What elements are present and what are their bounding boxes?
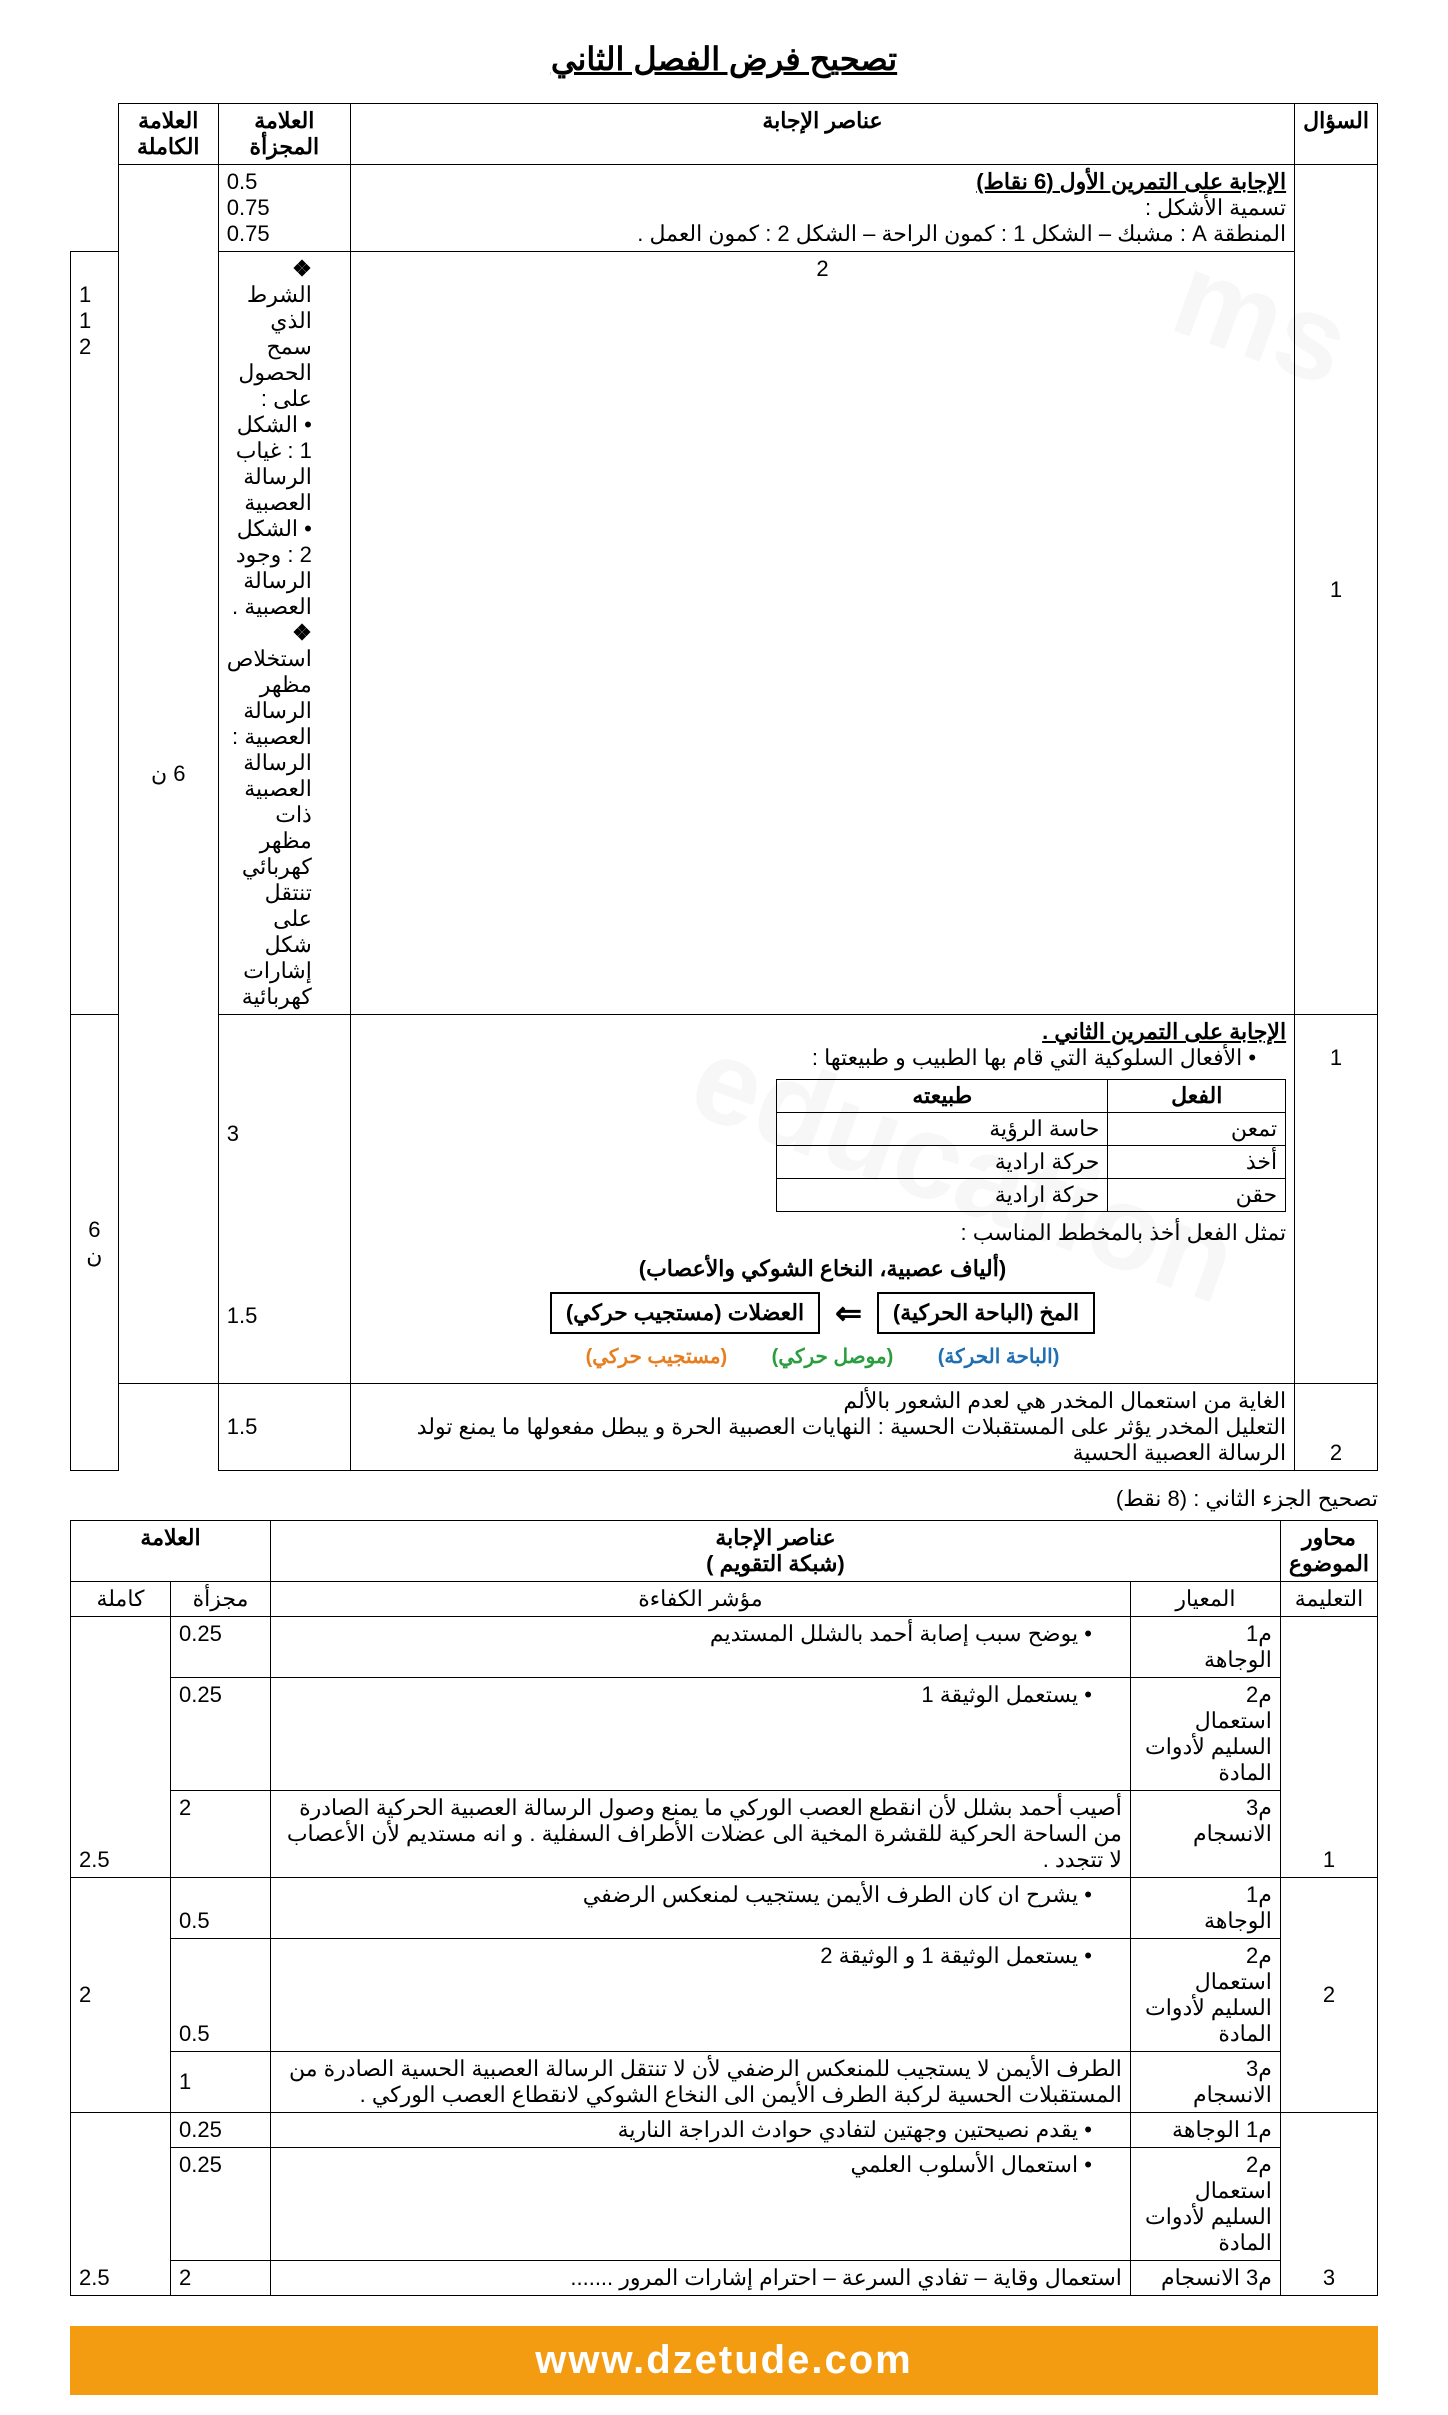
answer-text: تمثل الفعل أخذ بالمخطط المناسب : (359, 1220, 1286, 1246)
col-answers-text: عناصر الإجابة (شبكة التقويم ) (706, 1525, 845, 1576)
mark: 3 (227, 1121, 239, 1146)
sub-criteria: المعيار (1130, 1582, 1280, 1617)
mark: 2 (171, 1791, 271, 1878)
mark: 0.75 (227, 221, 270, 246)
sub-instr: التعليمة (1280, 1582, 1377, 1617)
col-axis: محاور الموضوع (1280, 1521, 1377, 1582)
full-mark: 2.5 (71, 2113, 171, 2296)
inner-table: الفعل طبيعته تمعنحاسة الرؤية أخذحركة ارا… (776, 1079, 1286, 1212)
answer-text: المنطقة A : مشبك – الشكل 1 : كمون الراحة… (637, 221, 1286, 246)
diagram-label: (موصل حركي) (772, 1346, 894, 1368)
q-number: 1 (1295, 165, 1378, 1015)
instruction-num: 2 (1280, 1878, 1377, 2113)
th: الفعل (1108, 1080, 1286, 1113)
criteria: م3 الانسجام (1130, 2261, 1280, 2296)
mark: 0.5 (227, 169, 258, 194)
instruction-num: 3 (1280, 2113, 1377, 2296)
footer-url: www.dzetude.com (70, 2326, 1378, 2395)
criteria: م1 الوجاهة (1130, 1617, 1280, 1678)
td: حركة ارادية (777, 1179, 1108, 1212)
diagram-label: (الباحة الحركة) (938, 1346, 1060, 1368)
indicator: استعمال الأسلوب العلمي (279, 2152, 1092, 2178)
full-mark: 2 (71, 1878, 171, 2113)
mark: 1 (79, 308, 91, 333)
diagram-node: المخ (الباحة الحركية) (877, 1292, 1095, 1334)
q-number: 2 (350, 252, 1294, 1015)
indicator: يقدم نصيحتين وجهتين لتفادي حوادث الدراجة… (279, 2117, 1092, 2143)
col-question: السؤال (1295, 104, 1378, 165)
mark: 0.5 (171, 1939, 271, 2052)
criteria: م2 استعمال السليم لأدوات المادة (1130, 2148, 1280, 2261)
diagram-caption: (ألياف عصبية، النخاع الشوكي والأعصاب) (369, 1256, 1276, 1282)
section-title: الإجابة على التمرين الثاني . (1042, 1019, 1286, 1044)
indicator: يستعمل الوثيقة 1 (279, 1682, 1092, 1708)
col-answers: عناصر الإجابة (شبكة التقويم ) (271, 1521, 1281, 1582)
mark: 0.25 (171, 2113, 271, 2148)
td: حقن (1108, 1179, 1286, 1212)
indicator: يشرح ان كان الطرف الأيمن يستجيب لمنعكس ا… (279, 1882, 1092, 1908)
mark: 2 (79, 334, 91, 359)
section-title: الإجابة على التمرين الأول (6 نقاط) (976, 169, 1286, 194)
indicator: يستعمل الوثيقة 1 و الوثيقة 2 (279, 1943, 1092, 1969)
answer-text: استخلاص مظهر الرسالة العصبية : الرسالة ا… (227, 620, 312, 1010)
mark: 0.25 (171, 1678, 271, 1791)
criteria: م2 استعمال السليم لأدوات المادة (1130, 1678, 1280, 1791)
diagram: (ألياف عصبية، النخاع الشوكي والأعصاب) ال… (359, 1246, 1286, 1379)
col-mark: العلامة (71, 1521, 271, 1582)
col-full: العلامة الكاملة (118, 104, 218, 165)
col-partial: العلامة المجزأة (218, 104, 350, 165)
mark: 1 (79, 282, 91, 307)
q-number: 1 (1295, 1015, 1378, 1384)
td: حاسة الرؤية (777, 1113, 1108, 1146)
td: تمعن (1108, 1113, 1286, 1146)
indicator: استعمال وقاية – تفادي السرعة – احترام إش… (271, 2261, 1131, 2296)
answer-text: الشكل 2 : وجود الرسالة العصبية . (227, 516, 312, 620)
sub-partial: مجزأة (171, 1582, 271, 1617)
indicator: الطرف الأيمن لا يستجيب للمنعكس الرضفي لأ… (271, 2052, 1131, 2113)
answer-text: الأفعال السلوكية التي قام بها الطبيب و ط… (359, 1045, 1256, 1071)
answers-table-1: السؤال عناصر الإجابة العلامة المجزأة الع… (70, 103, 1378, 1471)
mark: 2 (171, 2261, 271, 2296)
col-answer: عناصر الإجابة (350, 104, 1294, 165)
instruction-num: 1 (1280, 1617, 1377, 1878)
full-mark: 2.5 (71, 1617, 171, 1878)
answers-table-2: محاور الموضوع عناصر الإجابة (شبكة التقوي… (70, 1520, 1378, 2296)
td: أخذ (1108, 1146, 1286, 1179)
full-mark: 6 ن (118, 165, 218, 1384)
diagram-node: العضلات (مستجيب حركي) (550, 1292, 820, 1334)
criteria: م3 الانسجام (1130, 2052, 1280, 2113)
arrow-icon: ⇐ (835, 1294, 862, 1332)
part2-title: تصحيح الجزء الثاني : (8 نقط) (70, 1486, 1378, 1512)
full-mark: 6 ن (71, 1015, 119, 1471)
criteria: م1 الوجاهة (1130, 2113, 1280, 2148)
mark: 1.5 (227, 1414, 258, 1439)
criteria: م3 الانسجام (1130, 1791, 1280, 1878)
mark: 1.5 (227, 1303, 258, 1328)
answer-text: الغاية من استعمال المخدر هي لعدم الشعور … (843, 1388, 1286, 1413)
mark: 0.25 (171, 1617, 271, 1678)
criteria: م1 الوجاهة (1130, 1878, 1280, 1939)
answer-text: تسمية الأشكل : (1145, 195, 1286, 220)
th: طبيعته (777, 1080, 1108, 1113)
page-title: تصحيح فرض الفصل الثاني (70, 40, 1378, 78)
sub-full: كاملة (71, 1582, 171, 1617)
answer-text: التعليل المخدر يؤثر على المستقبلات الحسي… (417, 1414, 1286, 1465)
td: حركة ارادية (777, 1146, 1108, 1179)
indicator: أصيب أحمد بشلل لأن انقطع العصب الوركي ما… (271, 1791, 1131, 1878)
mark: 0.5 (171, 1878, 271, 1939)
answer-text: الشرط الذي سمح الحصول على : (227, 256, 312, 412)
indicator: يوضح سبب إصابة أحمد بالشلل المستديم (279, 1621, 1092, 1647)
sub-indicator: مؤشر الكفاءة (271, 1582, 1131, 1617)
criteria: م2 استعمال السليم لأدوات المادة (1130, 1939, 1280, 2052)
q-number: 2 (1295, 1384, 1378, 1471)
mark: 0.25 (171, 2148, 271, 2261)
mark: 1 (171, 2052, 271, 2113)
mark: 0.75 (227, 195, 270, 220)
answer-text: الشكل 1 : غياب الرسالة العصبية (227, 412, 312, 516)
diagram-label: (مستجيب حركي) (586, 1346, 728, 1368)
